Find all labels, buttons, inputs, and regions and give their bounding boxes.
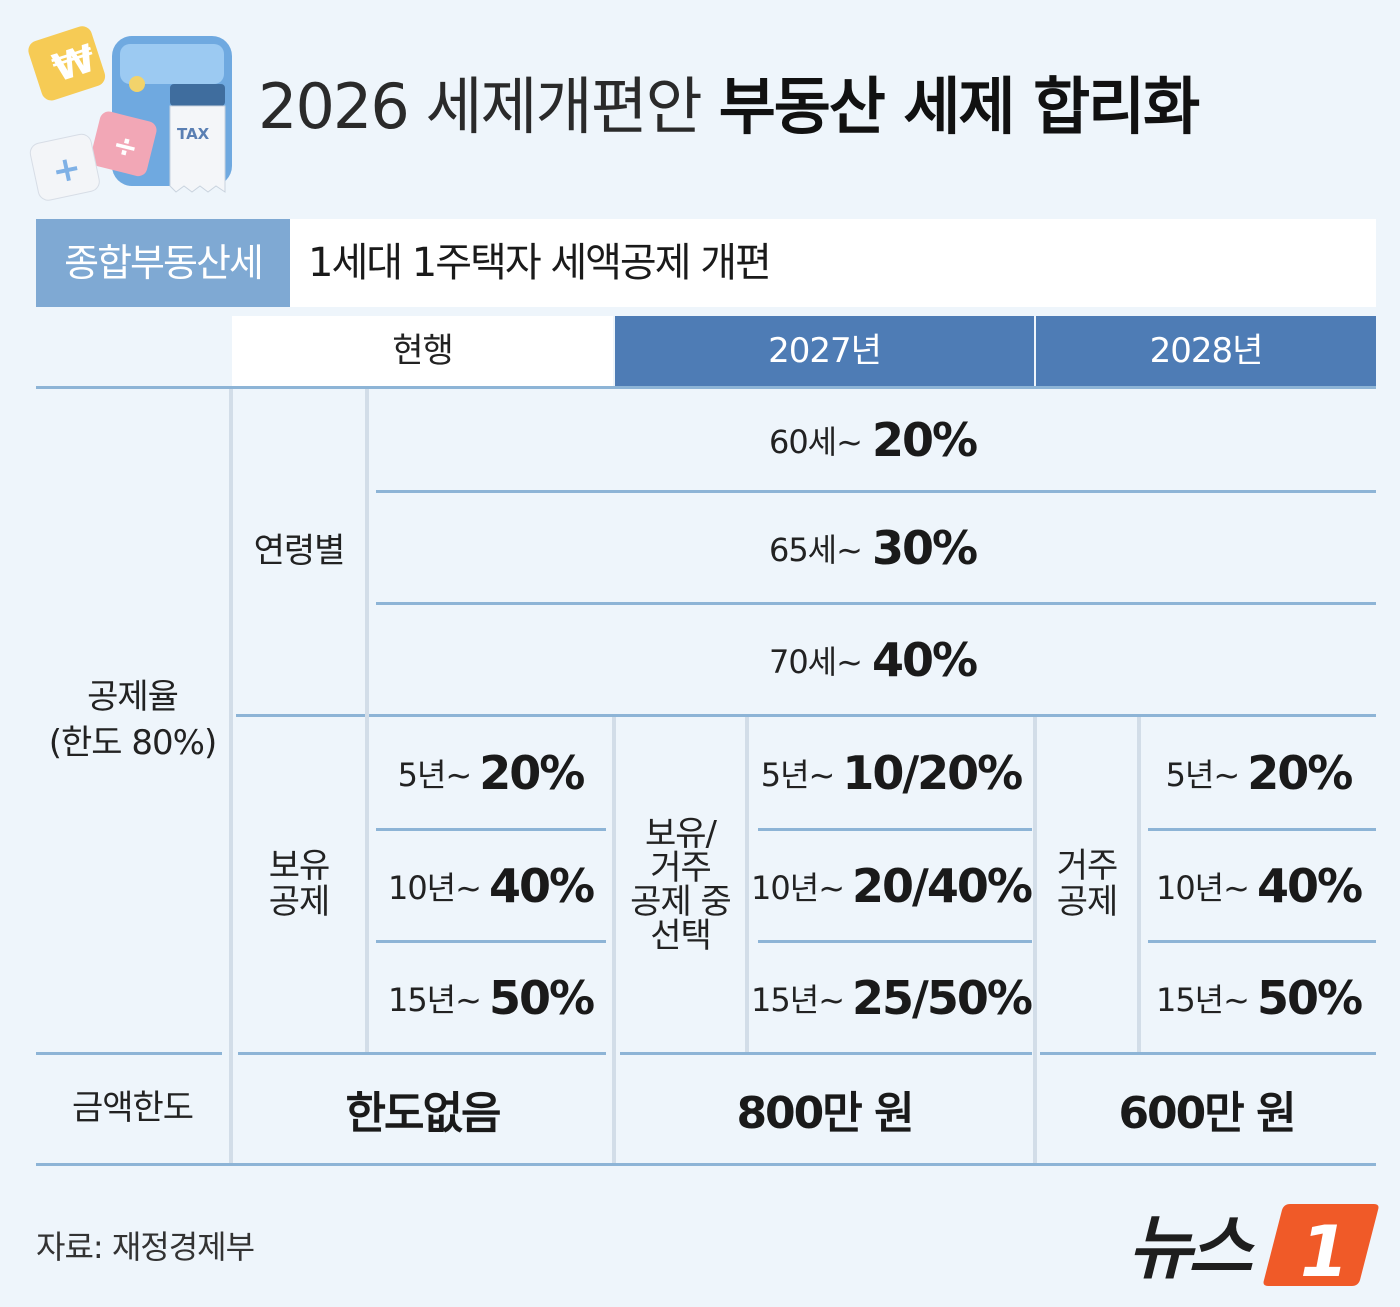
limit-2027: 800만 원: [736, 1088, 914, 1139]
age-rate: 40%: [871, 632, 978, 687]
y2028-holding-row: 5년~ 20%: [1141, 717, 1376, 828]
deduction-label-line1: 공제율: [87, 676, 179, 717]
holding-rate: 50%: [1256, 970, 1363, 1025]
age-rate: 30%: [871, 520, 978, 575]
age-label: 연령별: [253, 530, 346, 571]
holding-from: 15년~: [1155, 980, 1250, 1019]
section-divider: [236, 714, 1376, 717]
choice-label-line: 공제 중: [630, 881, 732, 922]
tax-category-tag: 종합부동산세: [36, 219, 290, 307]
row-divider: [758, 828, 1032, 831]
row-divider: [1148, 940, 1376, 943]
amount-limit-label: 금액한도: [71, 1088, 194, 1129]
column-divider: [1033, 717, 1037, 1163]
holding-rate: 50%: [488, 970, 595, 1025]
current-holding-row: 5년~ 20%: [369, 717, 612, 828]
holding-from: 10년~: [1155, 868, 1250, 907]
news1-logo: 뉴스 1: [1128, 1204, 1379, 1292]
holding-from: 5년~: [760, 755, 836, 794]
column-header-current: 현행: [232, 316, 613, 386]
holding-from: 15년~: [751, 980, 845, 1019]
holding-residence-choice-label: 보유/ 거주 공제 중 선택: [616, 717, 745, 1052]
age-row: 65세~ 30%: [369, 493, 1376, 602]
tax-illustration: TAX ₩ ÷ +: [28, 26, 232, 201]
title-bold: 부동산 세제 합리화: [718, 70, 1200, 143]
subtitle-bar: [290, 219, 1376, 307]
age-row: 70세~ 40%: [369, 605, 1376, 714]
column-header-2027: 2027년: [615, 316, 1034, 386]
y2027-holding-row: 15년~ 25/50%: [749, 943, 1033, 1052]
tax-receipt-label: TAX: [177, 125, 210, 143]
holding-from: 15년~: [387, 980, 482, 1019]
holding-label-line1: 보유: [268, 845, 331, 886]
limit-current: 한도없음: [345, 1088, 502, 1139]
row-divider: [376, 940, 606, 943]
logo-mark: 1: [1300, 1211, 1349, 1292]
y2027-holding-row: 5년~ 10/20%: [749, 717, 1033, 828]
column-header-2028: 2028년: [1036, 316, 1376, 386]
page-title: 2026 세제개편안 부동산 세제 합리화: [258, 62, 1200, 152]
age-from: 65세~: [768, 530, 863, 569]
choice-label-line: 보유/: [644, 813, 717, 854]
y2027-holding-row: 10년~ 20/40%: [749, 831, 1033, 940]
row-divider: [1148, 828, 1376, 831]
holding-rate: 10/20%: [842, 745, 1023, 800]
holding-rate: 40%: [1256, 858, 1363, 913]
table-top-rule: [36, 386, 1376, 389]
current-holding-row: 15년~ 50%: [369, 943, 612, 1052]
residence-label-line1: 거주: [1056, 845, 1119, 886]
holding-rate: 40%: [488, 858, 595, 913]
column-divider: [365, 389, 369, 1052]
row-divider: [238, 1052, 606, 1055]
residence-label: 거주 공제: [1037, 717, 1137, 1052]
holding-rate: 20/40%: [852, 858, 1033, 913]
holding-from: 5년~: [1165, 755, 1241, 794]
column-divider: [745, 717, 749, 1052]
y2028-holding-row: 15년~ 50%: [1141, 943, 1376, 1052]
row-divider: [1040, 1052, 1376, 1055]
row-divider: [376, 490, 1376, 493]
holding-rate: 20%: [1247, 745, 1353, 800]
holding-from: 5년~: [397, 755, 473, 794]
age-rate: 20%: [871, 412, 978, 467]
holding-label-line2: 공제: [268, 881, 331, 922]
choice-label-line: 거주: [650, 847, 712, 888]
deduction-rate-label: 공제율 (한도 80%): [36, 389, 229, 1052]
residence-label-line2: 공제: [1056, 881, 1119, 922]
age-row: 60세~ 20%: [369, 389, 1376, 490]
row-divider: [376, 828, 606, 831]
holding-rate: 20%: [479, 745, 585, 800]
row-divider: [36, 1052, 222, 1055]
limit-2028: 600만 원: [1118, 1088, 1296, 1139]
source-note: 자료: 재정경제부: [36, 1228, 255, 1266]
holding-rate: 25/50%: [852, 970, 1033, 1025]
logo-text: 뉴스: [1128, 1207, 1255, 1289]
title-light: 2026 세제개편안: [258, 70, 703, 143]
column-divider: [1137, 717, 1141, 1052]
holding-label: 보유 공제: [233, 717, 365, 1052]
deduction-label-line2: (한도 80%): [48, 722, 217, 763]
subtitle: 1세대 1주택자 세액공제 개편: [308, 240, 772, 286]
table-bottom-rule: [36, 1163, 1376, 1166]
row-divider: [758, 940, 1032, 943]
choice-label-line: 선택: [650, 915, 712, 956]
holding-from: 10년~: [387, 868, 482, 907]
age-from: 60세~: [768, 422, 863, 461]
age-from: 70세~: [768, 642, 863, 681]
row-divider: [376, 602, 1376, 605]
current-holding-row: 10년~ 40%: [369, 831, 612, 940]
column-divider: [612, 717, 616, 1163]
row-divider: [620, 1052, 1032, 1055]
holding-from: 10년~: [751, 868, 845, 907]
y2028-holding-row: 10년~ 40%: [1141, 831, 1376, 940]
column-divider: [229, 389, 233, 1163]
